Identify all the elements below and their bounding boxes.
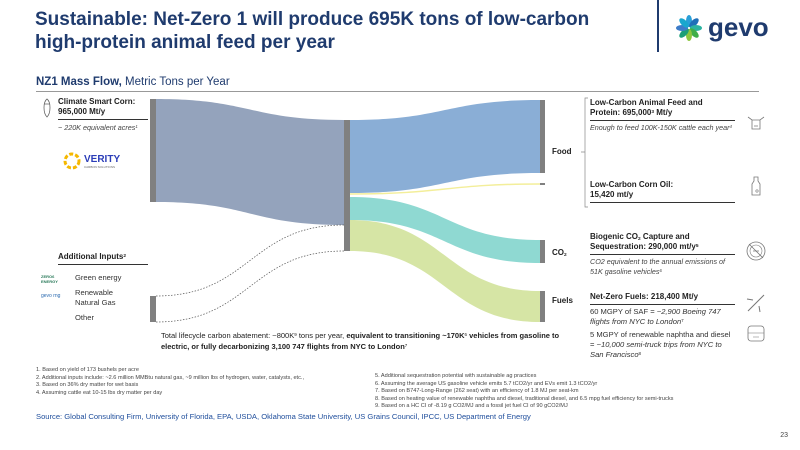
- input-green-energy: Green energy: [75, 273, 122, 282]
- page-title: Sustainable: Net-Zero 1 will produce 695…: [35, 9, 590, 53]
- abatement-summary: Total lifecycle carbon abatement: ~800K9…: [161, 331, 560, 351]
- verity-mark-icon: [63, 152, 81, 170]
- pinwheel-icon: [676, 14, 702, 41]
- input-other: Other: [75, 313, 94, 322]
- node-co2: [540, 240, 545, 263]
- gevo-logo: gevo: [676, 12, 769, 43]
- logo-text: gevo: [708, 12, 769, 42]
- additional-inputs-title: Additional Inputs2: [58, 252, 148, 265]
- node-plant: [344, 120, 350, 251]
- flow-corn: [156, 99, 344, 225]
- cow-icon: [747, 116, 765, 130]
- source-note: Source: Global Consulting Firm, Universi…: [36, 412, 531, 421]
- flow-co2: [350, 197, 540, 263]
- node-label-fuels: Fuels: [552, 296, 573, 305]
- flow-food: [350, 100, 540, 193]
- node-other-inputs: [150, 296, 156, 322]
- node-food: [540, 100, 545, 173]
- corn-title: Climate Smart Corn:: [58, 97, 136, 106]
- zero6-logo: ZERO6 ENERGY: [41, 274, 58, 284]
- bottle-icon: [751, 176, 761, 196]
- truck-icon: [747, 325, 765, 342]
- food-bracket: [581, 97, 588, 208]
- output-co2: Biogenic CO2 Capture and Sequestration: …: [590, 232, 735, 277]
- flow-other-inputs: [155, 224, 345, 323]
- page-number: 23: [780, 432, 788, 439]
- subtitle-rest: Metric Tons per Year: [121, 76, 230, 88]
- footnotes-left: 1. Based on yield of 173 bushels per acr…: [36, 367, 305, 396]
- node-label-co2: CO2: [552, 248, 567, 259]
- corn-note: ~ 220K equivalent acres1: [58, 123, 138, 132]
- corn-value: 965,000 Mt/y: [58, 107, 106, 116]
- node-label-food: Food: [552, 147, 572, 156]
- airplane-icon: [746, 294, 765, 313]
- corn-icon: [43, 98, 51, 118]
- footnotes-right: 5. Additional sequestration potential wi…: [375, 373, 674, 410]
- output-animal-feed: Low-Carbon Animal Feed and Protein: 695,…: [590, 98, 735, 133]
- flow-fuels: [350, 220, 540, 322]
- output-corn-oil: Low-Carbon Corn Oil: 15,420 mt/y: [590, 180, 735, 203]
- node-fuels: [540, 291, 545, 322]
- node-oil: [540, 183, 545, 185]
- section-subtitle: NZ1 Mass Flow, Metric Tons per Year: [36, 76, 230, 88]
- input-rng: Renewable Natural Gas: [75, 288, 116, 307]
- co2-icon: [746, 241, 766, 261]
- divider: [657, 0, 659, 52]
- node-corn: [150, 99, 156, 202]
- divider: [36, 91, 759, 92]
- subtitle-bold: NZ1 Mass Flow,: [36, 76, 122, 88]
- corn-input: Climate Smart Corn: 965,000 Mt/y ~ 220K e…: [58, 97, 148, 133]
- verity-logo: VERITY CARBON SOLUTIONS: [62, 152, 120, 170]
- flow-corn-oil: [349, 183, 541, 195]
- output-fuels: Net-Zero Fuels: 218,400 Mt/y 60 MGPY of …: [590, 292, 735, 360]
- gevo-rng-logo: gevo rng: [41, 293, 61, 299]
